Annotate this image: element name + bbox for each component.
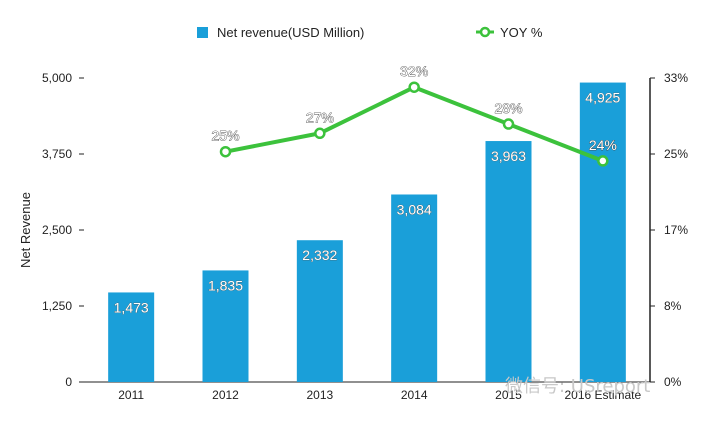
y2-tick-label: 33%	[664, 71, 688, 85]
x-tick-label: 2011	[118, 388, 144, 402]
y2-tick-label: 17%	[664, 223, 688, 237]
legend-line-label: YOY %	[500, 25, 543, 40]
bar-value-label: 1,835	[208, 277, 243, 293]
bar	[485, 141, 532, 382]
plot-area: 0 1,250 2,500 3,750 5,000 0% 8% 17% 25% 33% 2011 20…	[42, 63, 688, 402]
yoy-value-label: 32%	[400, 63, 428, 79]
x-tick-label: 2013	[306, 388, 333, 402]
x-tick-label: 2016 Estimate	[564, 388, 641, 402]
y-tick-label: 1,250	[42, 299, 72, 313]
watermark-text: 微信号: USreport	[505, 376, 650, 397]
legend-line-marker	[479, 26, 491, 38]
bar-value-label: 3,084	[397, 201, 432, 217]
y2-tick-label: 8%	[664, 299, 682, 313]
x-tick-label: 2015	[495, 388, 522, 402]
bar	[202, 270, 249, 382]
y-tick-label: 2,500	[42, 223, 72, 237]
legend-bar-swatch	[197, 27, 208, 38]
bar	[108, 292, 155, 382]
y2-tick-label: 25%	[664, 147, 688, 161]
bar	[579, 82, 626, 382]
legend: Net revenue(USD Million) YOY %	[197, 25, 543, 40]
yoy-point	[597, 155, 609, 167]
y-axis-title: Net Revenue	[18, 192, 33, 268]
bar-value-label: 4,925	[585, 90, 620, 106]
bar	[391, 194, 438, 382]
legend-bar-label: Net revenue(USD Million)	[217, 25, 364, 40]
x-tick-label: 2012	[212, 388, 239, 402]
bar-value-label: 3,963	[491, 148, 526, 164]
bar-value-label: 1,473	[114, 299, 149, 315]
y-tick-label: 0	[65, 375, 72, 389]
bar-value-label: 2,332	[302, 247, 337, 263]
x-tick-label: 2014	[401, 388, 428, 402]
yoy-line	[225, 85, 604, 163]
yoy-value-label: 24%	[589, 137, 617, 153]
bar	[296, 240, 343, 382]
yoy-point	[502, 118, 515, 130]
yoy-point	[408, 81, 420, 93]
y2-tick-label: 0%	[664, 375, 682, 389]
yoy-point	[314, 127, 326, 140]
y-tick-label: 5,000	[42, 71, 72, 85]
y-tick-label: 3,750	[42, 147, 72, 161]
yoy-point	[219, 145, 232, 158]
yoy-value-label: 27%	[306, 109, 334, 125]
yoy-value-label: 28%	[494, 100, 522, 116]
yoy-value-label: 25%	[211, 128, 239, 144]
